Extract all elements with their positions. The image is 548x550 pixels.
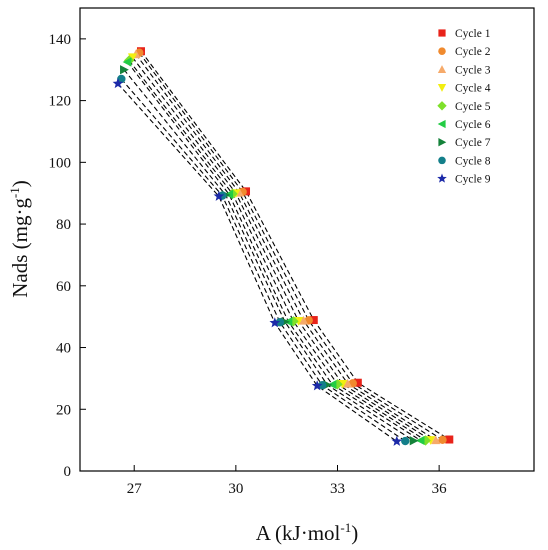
x-axis-title-sup: -1: [340, 520, 351, 535]
y-axis-title-tail: ): [8, 180, 32, 187]
legend-marker-4: [437, 84, 447, 92]
cycle-line-4: [132, 57, 431, 441]
legend-label-6: Cycle 6: [455, 119, 491, 131]
point-cycle-9: [269, 317, 281, 328]
point-cycle-6: [327, 379, 337, 390]
point-cycle-1: [309, 316, 318, 325]
legend-label-4: Cycle 4: [455, 83, 491, 95]
legend-marker-3: [437, 65, 447, 73]
legend-marker-5: [437, 101, 447, 111]
x-axis-title: A (kJ·mol-1): [256, 520, 358, 545]
cycle-line-2: [138, 52, 443, 441]
x-axis-title-tail: ): [351, 521, 358, 545]
point-cycle-2: [438, 435, 447, 445]
y-axis-title-sup: -1: [7, 187, 22, 198]
cycle-line-5: [128, 60, 426, 441]
point-cycle-4: [127, 53, 138, 63]
y-tick-label: 140: [49, 32, 72, 48]
point-cycle-7: [120, 65, 129, 75]
point-cycle-8: [401, 436, 410, 446]
legend: Cycle 1 Cycle 2 Cycle 3 Cycle 4 Cycle 5 Cycle…: [437, 28, 491, 186]
point-cycle-8: [117, 74, 126, 84]
point-cycle-3: [431, 435, 441, 445]
legend-label-1: Cycle 1: [455, 28, 491, 40]
y-axis-title-main: Nads (mg·g: [8, 198, 32, 298]
cycle-line-7: [123, 69, 414, 442]
point-cycle-3: [299, 315, 309, 325]
x-tick-label: 30: [228, 481, 243, 497]
y-tick-label: 120: [49, 94, 72, 110]
legend-label-9: Cycle 9: [455, 174, 491, 186]
y-axis: 0 20 40 60 80 100 120 140: [49, 32, 86, 480]
legend-label-3: Cycle 3: [455, 64, 491, 76]
cycle-line-8: [120, 78, 406, 442]
point-cycle-8: [275, 318, 285, 327]
legend-label-8: Cycle 8: [455, 155, 491, 167]
point-cycle-9: [112, 78, 124, 89]
point-cycle-9: [213, 190, 225, 201]
legend-marker-1: [438, 29, 446, 37]
legend-marker-8: [438, 156, 446, 165]
y-tick-label: 80: [56, 217, 71, 233]
plot-frame: [79, 7, 535, 472]
point-cycle-6: [415, 435, 425, 446]
point-cycle-3: [343, 378, 353, 388]
point-cycle-9: [311, 380, 323, 391]
legend-label-7: Cycle 7: [455, 137, 491, 149]
cycle-line-6: [126, 61, 421, 441]
point-cycle-7: [409, 436, 419, 446]
legend-marker-2: [438, 47, 446, 55]
point-cycle-1: [445, 435, 454, 444]
x-axis: 27 30 33 36: [127, 465, 447, 497]
x-tick-label: 27: [127, 481, 143, 497]
legend-marker-7: [438, 138, 447, 147]
y-tick-label: 40: [56, 341, 71, 357]
legend-marker-9: [437, 173, 447, 183]
point-cycle-8: [318, 380, 327, 390]
point-cycle-6: [122, 57, 132, 67]
cycle-lines: [117, 50, 450, 442]
y-tick-label: 20: [56, 402, 71, 418]
x-tick-label: 36: [432, 481, 448, 497]
plot-area: [79, 7, 535, 472]
y-tick-label: 0: [64, 464, 72, 480]
y-axis-title: Nads (mg·g-1): [7, 180, 32, 298]
point-cycle-1: [353, 378, 362, 387]
x-tick-label: 33: [330, 481, 345, 497]
y-tick-label: 60: [56, 279, 71, 295]
cycle-line-1: [140, 50, 450, 440]
point-cycle-9: [391, 435, 403, 446]
legend-label-2: Cycle 2: [455, 46, 491, 58]
legend-marker-6: [437, 119, 446, 129]
legend-label-5: Cycle 5: [455, 101, 491, 113]
data-markers: [112, 47, 454, 446]
y-tick-label: 100: [49, 155, 72, 171]
cycle-line-3: [135, 53, 436, 441]
x-axis-title-main: A (kJ·mol: [256, 521, 341, 545]
